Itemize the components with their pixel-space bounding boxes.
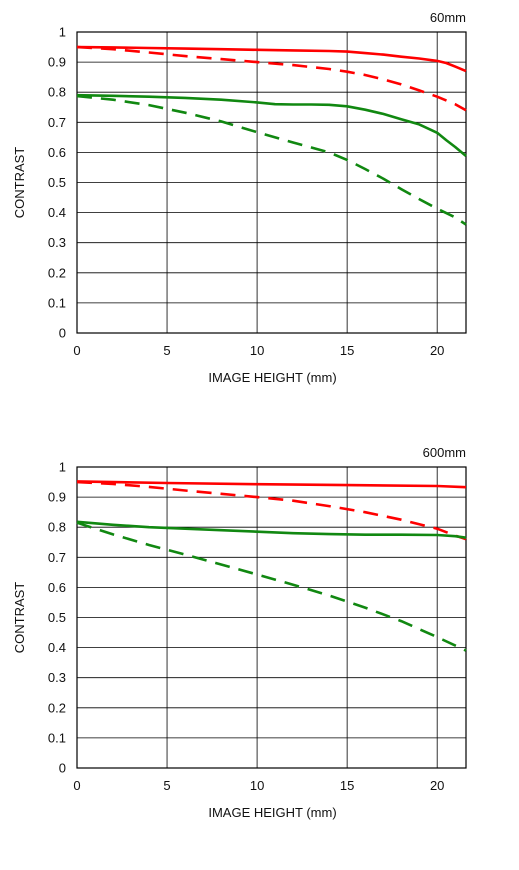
y-tick-label: 1 [59,460,66,475]
series-line-2 [76,93,467,157]
x-tick-label: 5 [163,343,170,358]
x-tick-label: 15 [340,343,354,358]
y-tick-label: 0.5 [48,610,66,625]
y-tick-label: 0.1 [48,730,66,745]
series-line-0 [76,480,467,489]
series-line-1 [76,480,467,541]
y-tick-label: 0.8 [48,85,66,100]
x-tick-label: 0 [73,778,80,793]
x-tick-label: 10 [250,778,264,793]
x-axis-label: IMAGE HEIGHT (mm) [208,805,336,820]
y-tick-label: 0 [59,761,66,776]
plot-frame [76,466,467,769]
series-line-3 [76,521,467,652]
y-tick-label: 0.4 [48,205,66,220]
y-tick-label: 0.9 [48,55,66,70]
chart-title: 60mm [430,10,466,25]
y-axis-label: CONTRAST [12,582,27,654]
x-tick-label: 20 [430,343,444,358]
y-tick-label: 0 [59,326,66,341]
plot-frame [76,31,467,334]
mtf-chart-600mm: 00.10.20.30.40.50.60.70.80.910 5 10 15 20IMA… [12,445,467,820]
y-axis-label: CONTRAST [12,147,27,219]
y-tick-label: 0.6 [48,580,66,595]
x-tick-label: 20 [430,778,444,793]
y-tick-label: 0.9 [48,490,66,505]
mtf-chart-60mm: 00.10.20.30.40.50.60.70.80.910 5 10 15 20IMA… [12,10,467,385]
y-tick-label: 0.7 [48,550,66,565]
y-tick-label: 0.7 [48,115,66,130]
x-tick-label: 15 [340,778,354,793]
y-tick-label: 0.3 [48,235,66,250]
y-tick-label: 0.6 [48,145,66,160]
y-tick-label: 0.2 [48,265,66,280]
y-tick-label: 0.1 [48,295,66,310]
x-tick-label: 5 [163,778,170,793]
series-line-3 [76,94,467,226]
y-tick-label: 0.3 [48,670,66,685]
y-tick-label: 0.8 [48,520,66,535]
series-line-0 [76,45,467,73]
y-tick-label: 0.2 [48,700,66,715]
chart-title: 600mm [423,445,466,460]
x-axis-label: IMAGE HEIGHT (mm) [208,370,336,385]
y-tick-label: 0.4 [48,640,66,655]
x-tick-label: 10 [250,343,264,358]
series-line-2 [76,520,467,539]
y-tick-label: 1 [59,25,66,40]
y-tick-label: 0.5 [48,175,66,190]
x-tick-label: 0 [73,343,80,358]
